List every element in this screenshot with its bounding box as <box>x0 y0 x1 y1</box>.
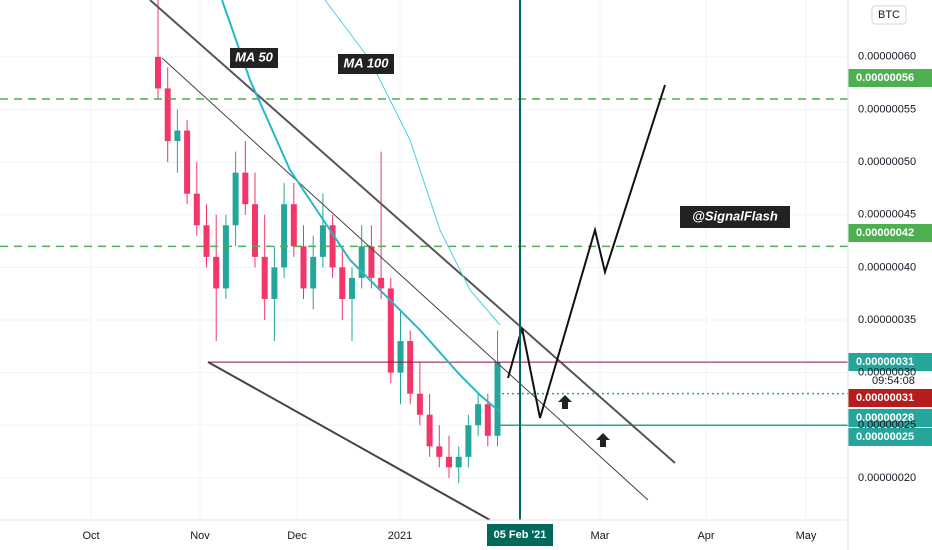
arrow-up <box>558 395 572 409</box>
x-tick-label: Apr <box>697 530 714 542</box>
candle-body <box>261 256 268 299</box>
candle-body <box>368 246 375 278</box>
y-tick-label: 0.00000050 <box>858 156 916 168</box>
level-label: 0.00000028 <box>856 412 914 424</box>
currency-box <box>871 5 907 25</box>
level-label-box <box>848 69 932 87</box>
candle-body <box>455 456 462 468</box>
price-label: 0.00000031 <box>856 392 914 404</box>
y-tick-label: 0.00000045 <box>858 209 916 221</box>
y-tick-label: 0.00000035 <box>858 314 916 326</box>
y-tick-label: 0.00000055 <box>858 103 916 115</box>
candle-body <box>213 256 220 289</box>
candle-body <box>426 414 433 447</box>
level-label-box <box>848 428 932 446</box>
candles <box>155 0 501 484</box>
level-label: 0.00000042 <box>856 227 914 239</box>
candle-body <box>349 277 355 299</box>
candle-body <box>329 225 336 268</box>
candle-body <box>436 446 443 457</box>
level-label-box <box>848 224 932 242</box>
candle-body <box>271 267 278 299</box>
y-tick-label: 0.00000025 <box>858 419 916 431</box>
level-label: 0.00000031 <box>856 356 914 368</box>
y-tick-label: 0.00000060 <box>858 51 916 63</box>
candle-body <box>193 193 200 226</box>
crosshair-label-box <box>487 524 553 546</box>
arrow-up <box>596 433 610 447</box>
candle-body <box>155 56 161 89</box>
x-tick-label: 2021 <box>388 530 412 542</box>
projection <box>507 84 666 419</box>
level-label-box <box>848 353 932 371</box>
candle-body <box>494 362 501 436</box>
candle-body <box>387 288 394 373</box>
price-label-box <box>848 389 932 407</box>
candle-body <box>465 425 472 457</box>
annotation: @SignalFlash <box>692 208 778 223</box>
countdown-box <box>848 373 932 389</box>
candle-body <box>184 130 191 194</box>
candle-body <box>290 204 297 247</box>
levels: 0.00000056 0.00000042 0.00000031 0.00000028… <box>0 69 932 446</box>
annotation-box <box>338 54 394 74</box>
candle-body <box>397 341 404 373</box>
countdown: 09:54:08 <box>872 375 915 387</box>
currency: BTC <box>878 9 900 21</box>
crosshair-label: 05 Feb '21 <box>494 529 547 541</box>
x-tick-label: Mar <box>591 530 610 542</box>
channel-upper <box>149 0 676 464</box>
annotation: MA 50 <box>235 49 274 64</box>
level-label-box <box>848 409 932 427</box>
candle-body <box>319 225 326 257</box>
candle-body <box>281 204 288 268</box>
x-tick-label: Nov <box>190 530 210 542</box>
level-label: 0.00000056 <box>856 72 914 84</box>
x-tick-label: May <box>796 530 817 542</box>
ma-50 <box>221 0 501 413</box>
candle-body <box>222 225 229 289</box>
channel-lower <box>207 361 491 521</box>
candle-body <box>378 277 385 289</box>
channel-mid <box>161 57 649 501</box>
candle-body <box>358 246 365 278</box>
candle-body <box>446 456 452 468</box>
x-tick-label: Oct <box>82 530 99 542</box>
y-tick-label: 0.00000040 <box>858 261 916 273</box>
candle-body <box>484 404 491 436</box>
candle-body <box>252 204 258 257</box>
candle-body <box>232 172 239 226</box>
grid <box>0 0 848 520</box>
candle-body <box>242 172 249 205</box>
candle-body <box>416 393 423 415</box>
candle-body <box>174 130 181 142</box>
candle-body <box>310 256 317 289</box>
annotation: MA 100 <box>343 55 389 70</box>
annotation-box <box>230 48 278 68</box>
candle-body <box>203 225 210 257</box>
axis: 0.00000060 0.00000055 0.00000050 0.00000045… <box>82 51 916 542</box>
ma-100 <box>324 0 501 326</box>
candle-body <box>475 404 482 426</box>
y-tick-label: 0.00000020 <box>858 472 916 484</box>
x-tick-label: Dec <box>287 530 307 542</box>
level-label: 0.00000025 <box>856 431 914 443</box>
candle-body <box>164 88 171 142</box>
y-tick-label: 0.00000030 <box>858 367 916 379</box>
candle-body <box>407 341 414 394</box>
annotation-box <box>680 206 790 228</box>
candle-body <box>339 267 346 299</box>
candle-body <box>300 246 307 289</box>
